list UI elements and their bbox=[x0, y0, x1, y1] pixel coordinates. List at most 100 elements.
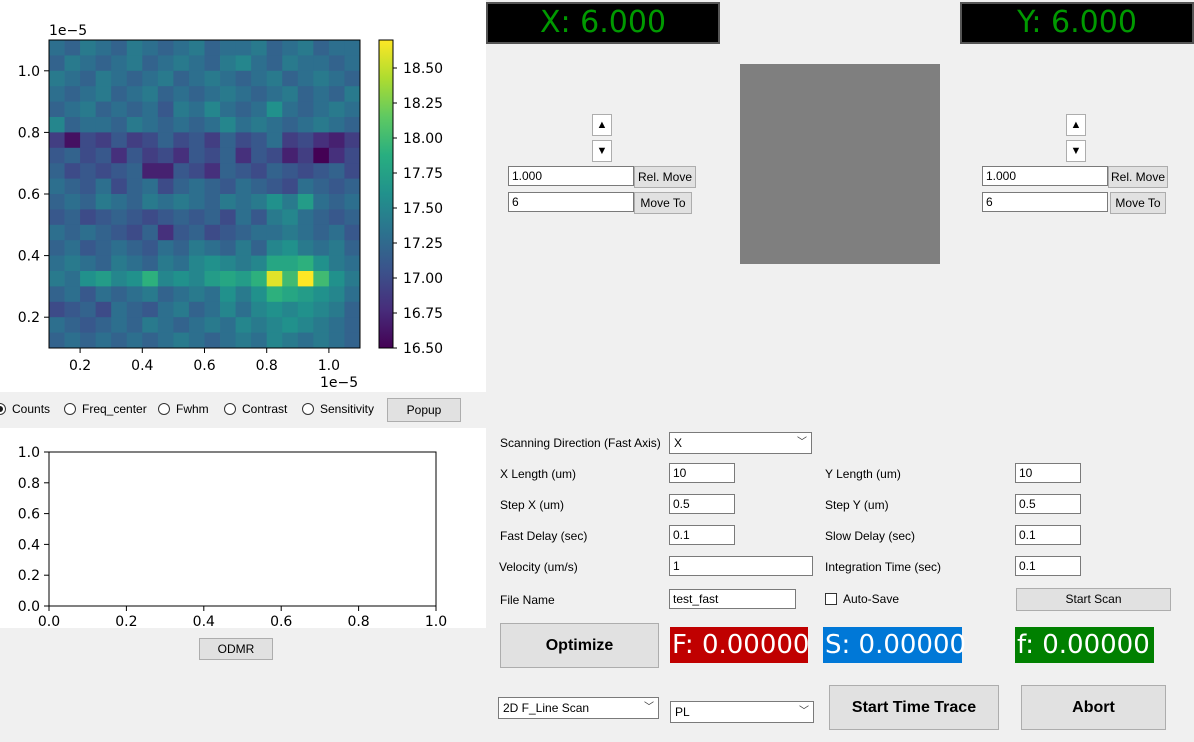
optimize-button[interactable]: Optimize bbox=[500, 623, 659, 668]
start-scan-button[interactable]: Start Scan bbox=[1016, 588, 1171, 611]
x-move-to-button[interactable]: Move To bbox=[634, 192, 692, 214]
y-length-input[interactable] bbox=[1015, 463, 1081, 483]
heatmap-cell bbox=[297, 101, 314, 118]
heatmap-cell bbox=[235, 286, 252, 303]
heatmap-cell bbox=[297, 255, 314, 272]
integration-time-input[interactable] bbox=[1015, 556, 1081, 576]
heatmap-cell bbox=[188, 286, 205, 303]
chevron-down-icon: ﹀ bbox=[644, 702, 654, 713]
radio-fwhm[interactable]: Fwhm bbox=[158, 402, 209, 416]
radio-counts[interactable]: Counts bbox=[0, 402, 50, 416]
x-tick-label: 0.0 bbox=[38, 614, 60, 628]
heatmap-cell bbox=[157, 209, 174, 226]
heatmap-cell bbox=[235, 301, 252, 318]
radio-empty-icon bbox=[302, 403, 314, 415]
y-position-display: Y: 6.000 bbox=[960, 2, 1194, 44]
radio-label: Counts bbox=[12, 402, 51, 416]
scan-direction-select[interactable]: X ﹀ bbox=[669, 432, 812, 454]
heatmap-cell bbox=[266, 317, 283, 333]
y-rel-move-button[interactable]: Rel. Move bbox=[1108, 166, 1168, 188]
heatmap-cell bbox=[313, 301, 330, 318]
auto-save-checkbox[interactable]: Auto-Save bbox=[825, 592, 899, 606]
heatmap-cell bbox=[235, 117, 252, 133]
heatmap-cell bbox=[95, 70, 112, 87]
radio-sensitivity[interactable]: Sensitivity bbox=[302, 402, 374, 416]
heatmap-cell bbox=[220, 70, 236, 87]
heatmap-cell bbox=[188, 101, 205, 118]
x-length-input[interactable] bbox=[669, 463, 735, 483]
heatmap-cell bbox=[80, 301, 97, 318]
start-time-trace-button[interactable]: Start Time Trace bbox=[829, 685, 999, 730]
heatmap-cell bbox=[95, 117, 112, 133]
heatmap-cell bbox=[328, 194, 345, 210]
heatmap-cell bbox=[220, 55, 236, 72]
heatmap-cell bbox=[188, 117, 205, 133]
radio-contrast[interactable]: Contrast bbox=[224, 402, 287, 416]
heatmap-cell bbox=[64, 70, 81, 87]
heatmap-cell bbox=[313, 147, 330, 164]
x-up-arrow-icon[interactable]: ▲ bbox=[592, 114, 612, 136]
velocity-input[interactable] bbox=[669, 556, 813, 576]
y-step-input[interactable] bbox=[982, 166, 1108, 186]
y-target-input[interactable] bbox=[982, 192, 1108, 212]
x-step-input[interactable] bbox=[508, 166, 634, 186]
slow-delay-input[interactable] bbox=[1015, 525, 1081, 545]
file-name-input[interactable] bbox=[669, 589, 796, 609]
heatmap-cell bbox=[251, 163, 268, 179]
y-up-arrow-icon[interactable]: ▲ bbox=[1066, 114, 1086, 136]
heatmap-cell bbox=[49, 117, 65, 133]
heatmap-cell bbox=[80, 101, 97, 118]
heatmap-cell bbox=[328, 70, 345, 87]
heatmap-cell bbox=[64, 101, 81, 118]
odmr-button[interactable]: ODMR bbox=[199, 638, 273, 660]
heatmap-cell bbox=[126, 178, 143, 195]
heatmap-cell bbox=[95, 255, 112, 272]
heatmap-cell bbox=[251, 317, 268, 333]
x-rel-move-button[interactable]: Rel. Move bbox=[634, 166, 696, 188]
heatmap-cell bbox=[111, 286, 128, 303]
x-tick-label: 0.4 bbox=[131, 358, 153, 374]
x-position-display: X: 6.000 bbox=[486, 2, 720, 44]
heatmap-cell bbox=[49, 224, 65, 241]
y-move-to-button[interactable]: Move To bbox=[1110, 192, 1166, 214]
heatmap-cell bbox=[188, 224, 205, 241]
popup-button[interactable]: Popup bbox=[387, 398, 461, 422]
heatmap-cell bbox=[142, 132, 159, 149]
heatmap-cell bbox=[328, 86, 345, 102]
heatmap-cell bbox=[64, 147, 81, 164]
abort-button[interactable]: Abort bbox=[1021, 685, 1166, 730]
heatmap-cell bbox=[173, 132, 190, 149]
heatmap-cell bbox=[64, 194, 81, 210]
radio-freq-center[interactable]: Freq_center bbox=[64, 402, 147, 416]
heatmap-cell bbox=[251, 178, 268, 195]
heatmap-cell bbox=[142, 240, 159, 256]
y-down-arrow-icon[interactable]: ▼ bbox=[1066, 140, 1086, 162]
heatmap-cell bbox=[251, 255, 268, 272]
heatmap-cell bbox=[266, 117, 283, 133]
heatmap-cell bbox=[204, 86, 221, 102]
heatmap-cell bbox=[188, 70, 205, 87]
fast-delay-input[interactable] bbox=[669, 525, 735, 545]
heatmap-cell bbox=[282, 224, 299, 241]
exponent-top-label: 1e−5 bbox=[49, 23, 87, 39]
step-y-input[interactable] bbox=[1015, 494, 1081, 514]
colorbar-tick-label: 17.00 bbox=[403, 271, 443, 287]
heatmap-cell bbox=[142, 147, 159, 164]
x-target-input[interactable] bbox=[508, 192, 634, 212]
heatmap-cell bbox=[282, 101, 299, 118]
heatmap-cell bbox=[266, 40, 283, 56]
step-x-input[interactable] bbox=[669, 494, 735, 514]
heatmap-cell bbox=[282, 301, 299, 318]
heatmap-cell bbox=[64, 317, 81, 333]
heatmap-cell bbox=[235, 40, 252, 56]
heatmap-cell bbox=[142, 332, 159, 349]
signal-mode-select[interactable]: PL ﹀ bbox=[670, 701, 814, 723]
heatmap-cell bbox=[282, 163, 299, 179]
heatmap-cell bbox=[266, 147, 283, 164]
heatmap-cell bbox=[142, 224, 159, 241]
x-down-arrow-icon[interactable]: ▼ bbox=[592, 140, 612, 162]
heatmap-cell bbox=[142, 86, 159, 102]
scan-mode-select[interactable]: 2D F_Line Scan ﹀ bbox=[498, 697, 659, 719]
heatmap-cell bbox=[111, 117, 128, 133]
heatmap-cell bbox=[266, 271, 283, 287]
